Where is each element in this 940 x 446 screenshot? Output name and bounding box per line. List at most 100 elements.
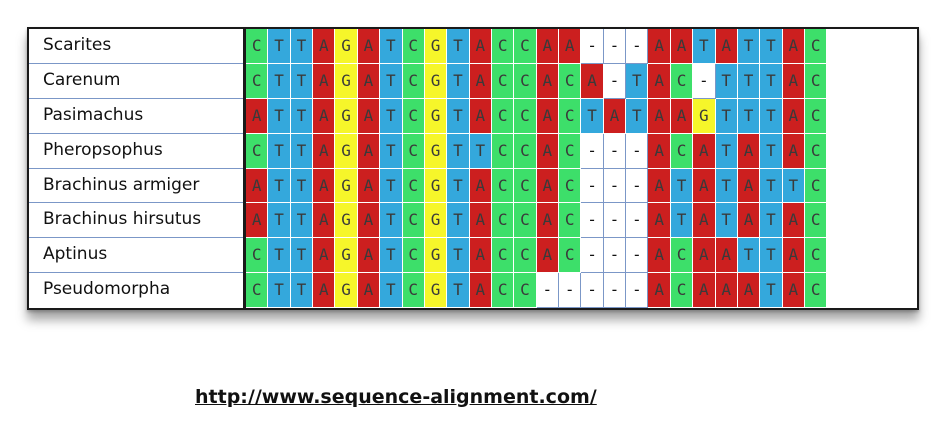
nucleotide-cell: C <box>514 203 537 239</box>
nucleotide-cell: T <box>447 203 470 239</box>
nucleotide-cell: A <box>693 238 716 274</box>
nucleotide-cell: C <box>804 29 828 64</box>
nucleotide-cell: C <box>491 98 515 134</box>
nucleotide-cell: T <box>268 29 291 64</box>
nucleotide-cell: T <box>268 203 291 239</box>
nucleotide-cell: A <box>782 98 805 134</box>
taxon-name: Aptinus <box>29 238 243 274</box>
nucleotide-cell: T <box>380 63 403 99</box>
nucleotide-cell: T <box>715 98 738 134</box>
nucleotide-cell: A <box>715 273 738 308</box>
nucleotide-cell: G <box>335 29 358 64</box>
nucleotide-cell: T <box>715 63 738 99</box>
taxon-name: Scarites <box>29 29 243 64</box>
nucleotide-cell: A <box>670 98 694 134</box>
alignment-table: Scarites Carenum Pasimachus Pheropsophus Bra… <box>27 27 919 310</box>
nucleotide-cell: A <box>536 168 560 204</box>
nucleotide-cell: A <box>782 29 805 64</box>
gap-cell: - <box>626 203 649 239</box>
nucleotide-cell: A <box>581 63 604 99</box>
nucleotide-cell: A <box>648 273 671 308</box>
nucleotide-cell: A <box>313 238 336 274</box>
nucleotide-cell: C <box>559 238 582 274</box>
nucleotide-cell: T <box>268 98 291 134</box>
nucleotide-cell: C <box>514 133 537 169</box>
nucleotide-cell: A <box>737 133 761 169</box>
nucleotide-cell: A <box>469 273 492 308</box>
nucleotide-cell: T <box>290 203 314 239</box>
gap-cell: - <box>581 273 604 308</box>
gap-cell: - <box>603 203 627 239</box>
nucleotide-cell: T <box>268 63 291 99</box>
nucleotide-cell: C <box>804 238 828 274</box>
nucleotide-cell: T <box>760 273 783 308</box>
taxon-name: Carenum <box>29 64 243 99</box>
nucleotide-cell: A <box>246 168 269 204</box>
nucleotide-cell: A <box>536 203 560 239</box>
nucleotide-cell: A <box>648 133 671 169</box>
nucleotide-cell: A <box>693 168 716 204</box>
nucleotide-cell: T <box>760 168 783 204</box>
nucleotide-cell: C <box>491 203 515 239</box>
taxon-name: Brachinus armiger <box>29 169 243 204</box>
nucleotide-cell: G <box>335 168 358 204</box>
nucleotide-cell: A <box>693 133 716 169</box>
nucleotide-cell: A <box>469 98 492 134</box>
source-url-link[interactable]: http://www.sequence-alignment.com/ <box>195 386 597 408</box>
nucleotide-cell: T <box>760 29 783 64</box>
nucleotide-cell: T <box>447 63 470 99</box>
nucleotide-cell: T <box>760 98 783 134</box>
nucleotide-cell: T <box>290 168 314 204</box>
nucleotide-cell: A <box>313 29 336 64</box>
nucleotide-cell: A <box>648 238 671 274</box>
gap-cell: - <box>626 133 649 169</box>
nucleotide-cell: T <box>626 63 649 99</box>
nucleotide-cell: A <box>737 168 761 204</box>
nucleotide-cell: C <box>514 273 537 308</box>
gap-cell: - <box>603 238 627 274</box>
nucleotide-cell: C <box>246 273 269 308</box>
nucleotide-cell: T <box>760 63 783 99</box>
nucleotide-cell: C <box>402 273 425 308</box>
nucleotide-cell: T <box>290 98 314 134</box>
nucleotide-cell: T <box>380 238 403 274</box>
nucleotide-cell: A <box>357 63 381 99</box>
nucleotide-cell: A <box>715 29 738 64</box>
nucleotide-cell: A <box>246 203 269 239</box>
nucleotide-cell: T <box>715 168 738 204</box>
gap-cell: - <box>581 238 604 274</box>
nucleotide-cell: A <box>782 238 805 274</box>
taxon-name: Pseudomorpha <box>43 279 171 300</box>
nucleotide-cell: A <box>536 63 560 99</box>
nucleotide-cell: C <box>246 238 269 274</box>
nucleotide-cell: T <box>268 273 291 308</box>
nucleotide-cell: C <box>491 273 515 308</box>
nucleotide-cell: T <box>380 203 403 239</box>
nucleotide-cell: T <box>760 133 783 169</box>
nucleotide-cell: C <box>514 168 537 204</box>
nucleotide-cell: G <box>424 273 448 308</box>
nucleotide-cell: T <box>760 238 783 274</box>
nucleotide-cell: A <box>313 168 336 204</box>
gap-cell: - <box>626 238 649 274</box>
nucleotide-cell: A <box>536 29 560 64</box>
nucleotide-cell: T <box>447 133 470 169</box>
nucleotide-cell: G <box>424 168 448 204</box>
gap-cell: - <box>626 273 649 308</box>
nucleotide-cell: C <box>491 63 515 99</box>
nucleotide-cell: G <box>335 133 358 169</box>
nucleotide-cell: C <box>402 203 425 239</box>
nucleotide-cell: A <box>670 29 694 64</box>
nucleotide-cell: C <box>402 98 425 134</box>
nucleotide-cell: T <box>737 29 761 64</box>
nucleotide-cell: C <box>559 98 582 134</box>
taxon-name-column: Scarites Carenum Pasimachus Pheropsophus Bra… <box>29 29 246 308</box>
nucleotide-cell: A <box>313 63 336 99</box>
nucleotide-cell: C <box>559 133 582 169</box>
nucleotide-cell: A <box>603 98 627 134</box>
nucleotide-cell: T <box>693 29 716 64</box>
nucleotide-cell: T <box>469 133 492 169</box>
